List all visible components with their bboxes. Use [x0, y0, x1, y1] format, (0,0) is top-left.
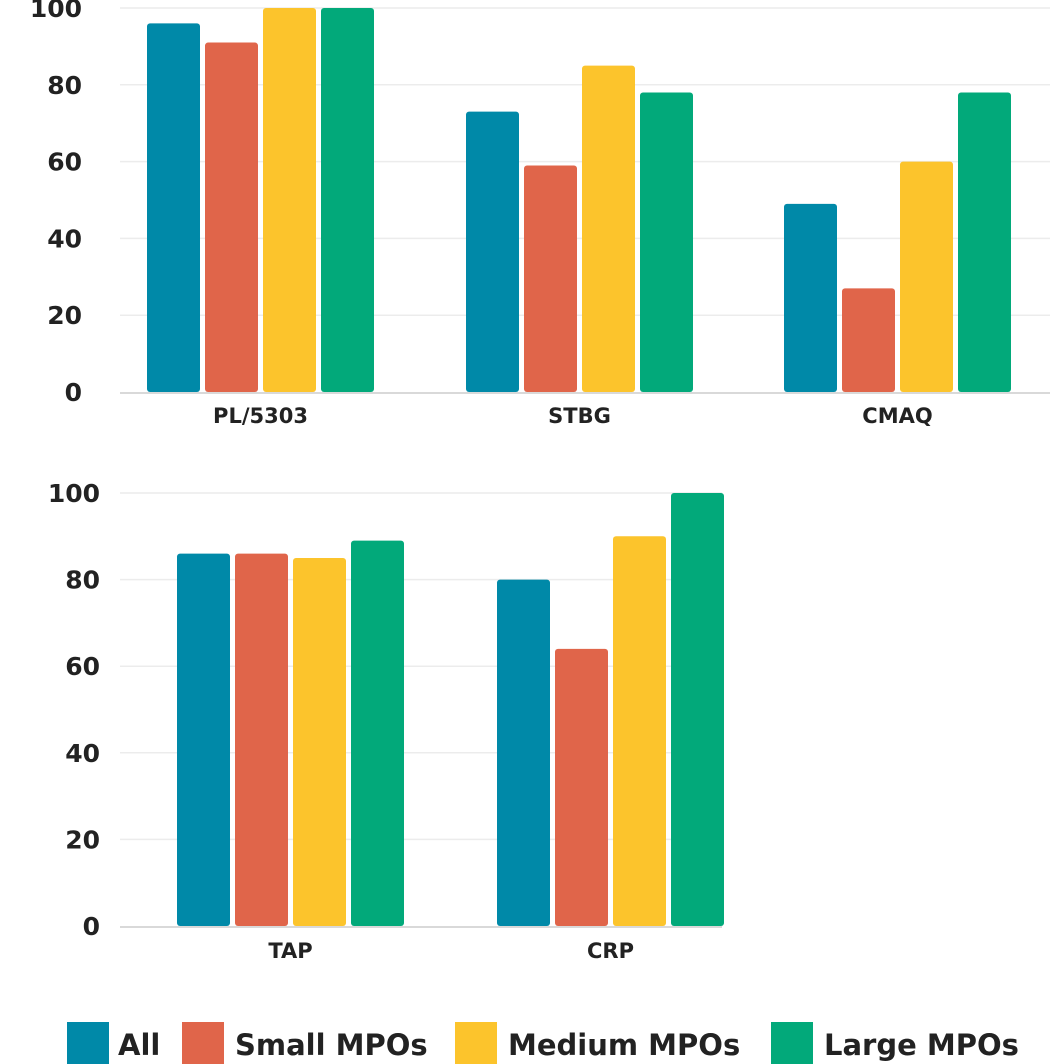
bar-top-1-0 [466, 111, 519, 393]
legend-label-3: Large MPOs [824, 1028, 1019, 1062]
bar-bottom-0-1 [235, 553, 288, 926]
legend-label-0: All [118, 1028, 160, 1062]
legend-swatch-1 [182, 1022, 224, 1064]
bar-top-0-1 [205, 42, 258, 393]
bar-top-0-3 [321, 8, 374, 392]
y-tick-label-bottom-0: 0 [83, 912, 100, 941]
bar-top-2-3 [958, 92, 1011, 392]
legend-label-1: Small MPOs [235, 1028, 428, 1062]
bar-top-2-1 [842, 288, 895, 392]
bar-bottom-0-0 [177, 553, 230, 926]
y-tick-label-bottom-4: 80 [65, 566, 100, 595]
y-tick-label-bottom-5: 100 [48, 479, 100, 508]
bar-bottom-1-0 [497, 579, 550, 926]
x-category-label-top-2: CMAQ [862, 404, 932, 428]
x-category-label-bottom-0: TAP [268, 939, 312, 963]
y-tick-label-top-5: 100 [30, 0, 82, 23]
y-tick-label-bottom-3: 60 [65, 652, 100, 681]
legend-swatch-0 [67, 1022, 109, 1064]
bar-top-1-2 [582, 65, 635, 392]
y-tick-label-bottom-2: 40 [65, 739, 100, 768]
bar-top-2-0 [784, 203, 837, 392]
bar-top-0-2 [263, 8, 316, 392]
plot-bottom: 0 20 40 60 80 100 TAP CRP [48, 479, 724, 963]
bar-bottom-1-3 [671, 493, 724, 926]
y-tick-label-top-0: 0 [65, 378, 82, 407]
y-tick-label-top-3: 60 [47, 148, 82, 177]
y-tick-label-top-1: 20 [47, 301, 82, 330]
bar-top-1-3 [640, 92, 693, 392]
bar-top-0-0 [147, 23, 200, 393]
bar-bottom-0-3 [351, 540, 404, 926]
legend-swatch-3 [771, 1022, 813, 1064]
legend-swatch-2 [455, 1022, 497, 1064]
y-tick-label-top-2: 40 [47, 224, 82, 253]
legend: All Small MPOs Medium MPOs Large MPOs [67, 1022, 1019, 1064]
bar-top-1-1 [524, 165, 577, 392]
y-tick-label-top-4: 80 [47, 71, 82, 100]
bar-top-2-2 [900, 161, 953, 392]
plot-top: 0 20 40 60 80 100 PL/5303 STBG CMAQ [30, 0, 1050, 428]
bar-bottom-1-1 [555, 648, 608, 926]
x-category-label-bottom-1: CRP [587, 939, 634, 963]
legend-label-2: Medium MPOs [508, 1028, 740, 1062]
x-category-label-top-1: STBG [548, 404, 611, 428]
bar-bottom-1-2 [613, 536, 666, 926]
y-tick-label-bottom-1: 20 [65, 825, 100, 854]
x-category-label-top-0: PL/5303 [213, 404, 308, 428]
bar-bottom-0-2 [293, 557, 346, 926]
